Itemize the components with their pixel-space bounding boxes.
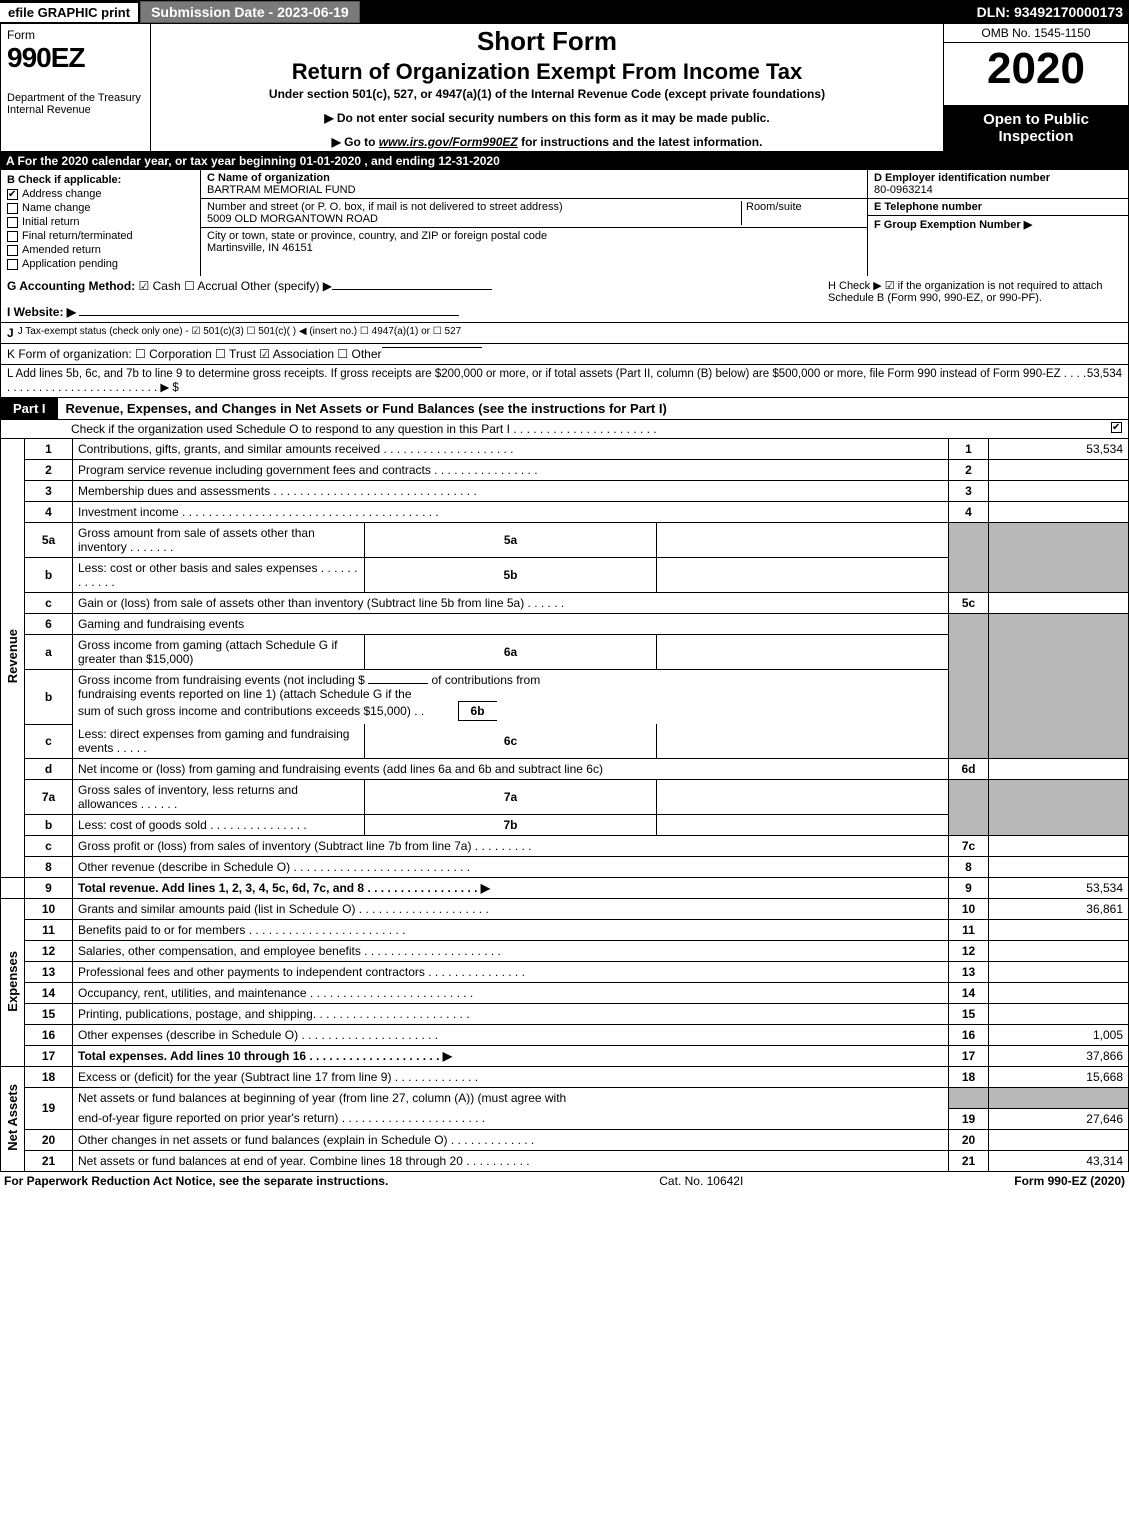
city-box: City or town, state or province, country… xyxy=(201,228,867,276)
column-d: D Employer identification number80-09632… xyxy=(868,170,1128,276)
section-k: K Form of organization: ☐ Corporation ☐ … xyxy=(0,344,1129,365)
g-other-input[interactable] xyxy=(332,289,492,290)
checkbox-address-change[interactable] xyxy=(7,189,18,200)
part1-tab: Part I xyxy=(1,398,58,419)
section-gh: G Accounting Method: ☑ Cash ☐ Accrual Ot… xyxy=(0,276,1129,323)
checkbox-amended-return[interactable] xyxy=(7,245,18,256)
footer-left: For Paperwork Reduction Act Notice, see … xyxy=(4,1174,388,1188)
j-text: J Tax-exempt status (check only one) - ☑… xyxy=(18,326,462,337)
opt-address-change: Address change xyxy=(22,188,102,200)
submission-date: Submission Date - 2023-06-19 xyxy=(140,1,360,23)
part1-title: Revenue, Expenses, and Changes in Net As… xyxy=(58,401,667,416)
checkbox-initial-return[interactable] xyxy=(7,217,18,228)
part1-sub: Check if the organization used Schedule … xyxy=(0,420,1129,439)
form-number: 990EZ xyxy=(7,42,144,74)
table-row: Revenue 1 Contributions, gifts, grants, … xyxy=(1,439,1129,460)
fundraising-amount-input[interactable] xyxy=(368,683,428,684)
city-label: City or town, state or province, country… xyxy=(207,230,547,242)
omb-number: OMB No. 1545-1150 xyxy=(944,24,1128,43)
org-name: BARTRAM MEMORIAL FUND xyxy=(207,184,356,196)
form-table: Revenue 1 Contributions, gifts, grants, … xyxy=(0,439,1129,1172)
header-right: OMB No. 1545-1150 2020 Open to Public In… xyxy=(943,24,1128,151)
form-label: Form xyxy=(7,28,144,42)
section-j: JJ Tax-exempt status (check only one) - … xyxy=(0,323,1129,344)
city-state-zip: Martinsville, IN 46151 xyxy=(207,242,313,254)
g-options: ☑ Cash ☐ Accrual Other (specify) ▶ xyxy=(139,279,332,293)
ein-label: D Employer identification number xyxy=(874,172,1050,184)
info-grid: B Check if applicable: Address change Na… xyxy=(0,170,1129,276)
org-name-label: C Name of organization xyxy=(207,172,330,184)
department-treasury: Department of the Treasury Internal Reve… xyxy=(7,92,144,116)
form-header: Form 990EZ Department of the Treasury In… xyxy=(0,24,1129,152)
footer-mid: Cat. No. 10642I xyxy=(388,1174,1014,1188)
line-desc: Contributions, gifts, grants, and simila… xyxy=(73,439,949,460)
expenses-label: Expenses xyxy=(1,899,25,1067)
opt-initial-return: Initial return xyxy=(22,216,79,228)
section-h: H Check ▶ ☑ if the organization is not r… xyxy=(822,279,1122,304)
part1-schedule-o-check[interactable] xyxy=(1111,422,1122,433)
section-l: L Add lines 5b, 6c, and 7b to line 9 to … xyxy=(0,365,1129,398)
opt-application-pending: Application pending xyxy=(22,258,118,270)
street-address: 5009 OLD MORGANTOWN ROAD xyxy=(207,213,378,225)
irs-link[interactable]: www.irs.gov/Form990EZ xyxy=(379,135,518,149)
org-name-box: C Name of organization BARTRAM MEMORIAL … xyxy=(201,170,867,199)
column-b: B Check if applicable: Address change Na… xyxy=(1,170,201,276)
group-exemption-label: F Group Exemption Number ▶ xyxy=(874,219,1032,231)
part1-header: Part I Revenue, Expenses, and Changes in… xyxy=(0,398,1129,420)
goto-suffix: for instructions and the latest informat… xyxy=(518,135,763,149)
header-left: Form 990EZ Department of the Treasury In… xyxy=(1,24,151,151)
footer-right: Form 990-EZ (2020) xyxy=(1014,1174,1125,1188)
l-text: L Add lines 5b, 6c, and 7b to line 9 to … xyxy=(7,368,1087,394)
k-other-input[interactable] xyxy=(382,347,482,348)
line-amount: 53,534 xyxy=(989,439,1129,460)
checkbox-application-pending[interactable] xyxy=(7,259,18,270)
col-b-title: B Check if applicable: xyxy=(7,174,194,186)
opt-amended-return: Amended return xyxy=(22,244,101,256)
section-a: A For the 2020 calendar year, or tax yea… xyxy=(0,152,1129,170)
short-form-title: Short Form xyxy=(157,26,937,57)
opt-name-change: Name change xyxy=(22,202,91,214)
revenue-label: Revenue xyxy=(1,439,25,878)
header-mid: Short Form Return of Organization Exempt… xyxy=(151,24,943,151)
website-input[interactable] xyxy=(79,315,459,316)
telephone-label: E Telephone number xyxy=(874,201,982,213)
footer: For Paperwork Reduction Act Notice, see … xyxy=(0,1172,1129,1190)
return-title: Return of Organization Exempt From Incom… xyxy=(157,59,937,85)
netassets-label: Net Assets xyxy=(1,1067,25,1172)
open-public-inspection: Open to Public Inspection xyxy=(944,105,1128,151)
tax-year: 2020 xyxy=(944,43,1128,95)
goto-line: ▶ Go to www.irs.gov/Form990EZ for instru… xyxy=(157,135,937,149)
part1-sub-text: Check if the organization used Schedule … xyxy=(71,422,657,436)
line-num: 1 xyxy=(25,439,73,460)
checkbox-name-change[interactable] xyxy=(7,203,18,214)
efile-label: efile GRAPHIC print xyxy=(0,3,138,22)
room-suite-label: Room/suite xyxy=(741,201,861,225)
i-website: I Website: ▶ xyxy=(7,305,76,319)
dln: DLN: 93492170000173 xyxy=(977,4,1129,20)
subtitle: Under section 501(c), 527, or 4947(a)(1)… xyxy=(157,87,937,101)
opt-final-return: Final return/terminated xyxy=(22,230,133,242)
k-text: K Form of organization: ☐ Corporation ☐ … xyxy=(7,347,382,361)
ein: 80-0963214 xyxy=(874,184,933,196)
addr-label: Number and street (or P. O. box, if mail… xyxy=(207,201,563,213)
l-amount: 53,534 xyxy=(1087,368,1122,380)
g-label: G Accounting Method: xyxy=(7,279,135,293)
address-box: Number and street (or P. O. box, if mail… xyxy=(201,199,867,228)
checkbox-final-return[interactable] xyxy=(7,231,18,242)
line-ref: 1 xyxy=(949,439,989,460)
column-c: C Name of organization BARTRAM MEMORIAL … xyxy=(201,170,868,276)
top-bar: efile GRAPHIC print Submission Date - 20… xyxy=(0,0,1129,24)
goto-prefix: ▶ Go to xyxy=(332,135,379,149)
ssn-warning: ▶ Do not enter social security numbers o… xyxy=(157,111,937,125)
